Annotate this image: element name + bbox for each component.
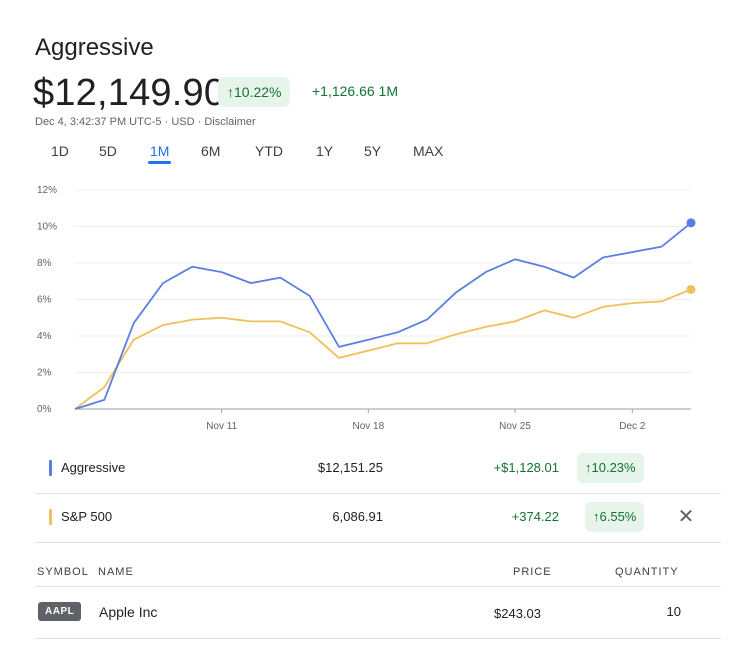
comparison-name: Aggressive	[61, 460, 126, 475]
comparison-row-aggressive[interactable]: Aggressive $12,151.25 +$1,128.01 ↑10.23%	[35, 445, 721, 494]
comparison-percent: 10.23%	[591, 460, 636, 475]
holding-quantity: 10	[666, 604, 681, 619]
x-tick-label: Nov 11	[206, 421, 237, 432]
x-tick-label: Dec 2	[619, 421, 646, 432]
header-name[interactable]: NAME	[98, 566, 134, 578]
tab-1d[interactable]: 1D	[51, 143, 69, 159]
series-end-point	[686, 284, 696, 294]
header-price[interactable]: PRICE	[513, 566, 552, 578]
comparison-row-sp500[interactable]: S&P 500 6,086.91 +374.22 ↑6.55% ✕	[35, 494, 721, 543]
series-end-point	[686, 218, 696, 228]
y-tick-label: 10%	[37, 222, 57, 233]
tab-ytd[interactable]: YTD	[255, 143, 283, 159]
performance-chart[interactable]: 0% 2% 4% 6% 8% 10% 12% Nov 11 Nov 18 Nov 25 Dec 2	[0, 176, 740, 440]
ticker-chip: AAPL	[38, 602, 82, 621]
tab-5y[interactable]: 5Y	[364, 143, 382, 159]
series-line	[74, 222, 692, 410]
comparison-change: +$1,128.01	[493, 460, 559, 475]
tab-1m[interactable]: 1M	[147, 142, 172, 166]
y-tick-label: 8%	[37, 258, 52, 269]
y-tick-label: 4%	[37, 331, 52, 342]
y-tick-label: 2%	[37, 368, 52, 379]
comparison-price: 6,086.91	[332, 509, 383, 524]
holding-price: $243.03	[494, 606, 541, 621]
portfolio-title: Aggressive	[35, 34, 154, 61]
header-quantity[interactable]: QUANTITY	[615, 566, 679, 578]
series-line	[74, 288, 692, 410]
aggressive-swatch	[49, 460, 52, 476]
comparison-name: S&P 500	[61, 509, 113, 524]
comparison-price: $12,151.25	[317, 460, 383, 475]
holding-row[interactable]: AAPL Apple Inc $243.03 10	[35, 592, 721, 639]
change-amount: +1,126.66 1M	[312, 83, 399, 99]
timestamp-line: Dec 4, 3:42:37 PM UTC-5 · USD · Disclaim…	[35, 116, 256, 128]
y-tick-label: 0%	[37, 404, 52, 415]
up-arrow-icon: ↑	[227, 84, 234, 100]
remove-comparison-close-icon[interactable]: ✕	[677, 506, 695, 528]
up-arrow-icon: ↑	[585, 460, 592, 475]
y-tick-label: 12%	[37, 185, 57, 196]
header-divider	[35, 586, 721, 587]
holding-name: Apple Inc	[99, 604, 158, 620]
x-tick-label: Nov 18	[352, 421, 384, 432]
change-percent-badge: ↑10.22%	[218, 77, 291, 107]
comparison-percent: 6.55%	[599, 509, 637, 524]
up-arrow-icon: ↑	[593, 509, 600, 524]
x-tick-label: Nov 25	[499, 421, 531, 432]
portfolio-value: $12,149.90	[33, 72, 226, 114]
comparison-percent-badge: ↑10.23%	[577, 453, 644, 483]
tab-6m[interactable]: 6M	[201, 143, 221, 159]
comparison-percent-badge: ↑6.55%	[585, 502, 645, 532]
tab-1y[interactable]: 1Y	[316, 143, 334, 159]
timestamp-text: Dec 4, 3:42:37 PM UTC-5 · USD ·	[35, 116, 205, 128]
y-tick-label: 6%	[37, 295, 52, 306]
change-percent: 10.22%	[234, 84, 282, 100]
header-symbol[interactable]: SYMBOL	[37, 566, 89, 578]
tab-max[interactable]: MAX	[413, 143, 444, 159]
comparison-change: +374.22	[511, 509, 559, 524]
sp500-swatch	[49, 509, 52, 525]
tab-5d[interactable]: 5D	[99, 143, 117, 159]
disclaimer-link[interactable]: Disclaimer	[204, 116, 256, 128]
